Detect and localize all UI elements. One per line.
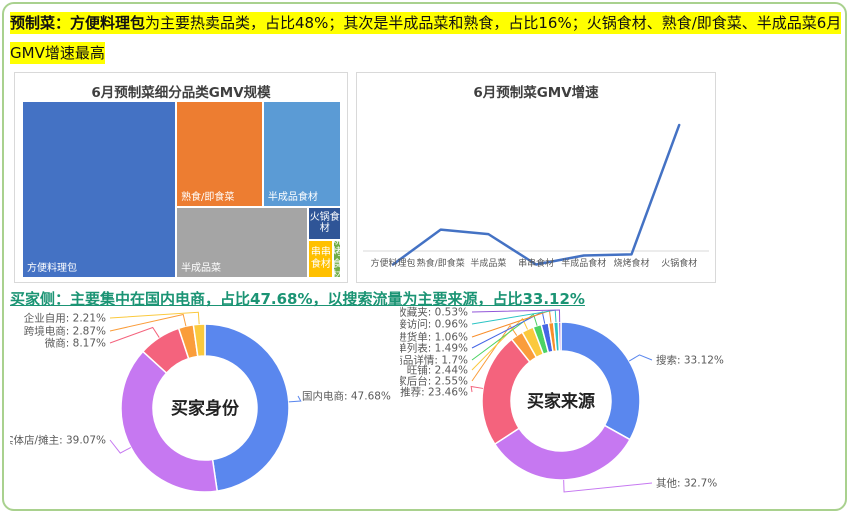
treemap-cell: 半成品食材 bbox=[262, 101, 341, 207]
pie-label: 买家后台: 2.55% bbox=[400, 375, 468, 388]
pie-slice bbox=[204, 323, 290, 492]
treemap-cell: 串串食材 bbox=[308, 239, 334, 278]
donut-chart-buyer-source: 搜索: 33.12% 其他: 32.7% 1688首页推荐: 23.46%买家后台:… bbox=[400, 306, 724, 493]
treemap-cell-label: 熟食/即食菜 bbox=[181, 191, 235, 203]
treemap-cell-label: 串串食材 bbox=[310, 247, 331, 270]
pie-label: 搜索: 33.12% bbox=[656, 354, 724, 367]
pie-label-line bbox=[109, 313, 187, 332]
pie-slice bbox=[481, 338, 531, 446]
pie-slice bbox=[120, 350, 219, 493]
pie-label: 其他: 32.7% bbox=[656, 477, 717, 490]
pie-label-line bbox=[470, 385, 484, 393]
pie-label: 进货单: 1.06% bbox=[400, 331, 468, 344]
treemap-cell: 熟食/即食菜 bbox=[176, 101, 263, 207]
treemap-card: 6月预制菜细分品类GMV规模 方便料理包 熟食/即食菜 半成品食材半成品菜 火锅食材串… bbox=[14, 72, 348, 283]
pie-label: 旺铺: 2.44% bbox=[407, 364, 468, 377]
pie-slice bbox=[493, 424, 631, 481]
pie-label-line bbox=[471, 317, 528, 371]
treemap-cell-label: 半成品菜 bbox=[181, 262, 222, 274]
treemap-cell-label: 方便料理包 bbox=[27, 263, 77, 274]
line-chart-card: 6月预制菜GMV增速 方便料理包 熟食/即食菜 半成品菜 串串食材 半成品食材 烧烤食材火… bbox=[356, 72, 716, 283]
donut-buyer-source-container: 搜索: 33.12% 其他: 32.7% 1688首页推荐: 23.46%买家后台:… bbox=[400, 305, 845, 510]
line-series bbox=[391, 123, 681, 266]
treemap-cell: 烧烤食材 bbox=[333, 239, 341, 278]
pie-label-line bbox=[109, 326, 160, 344]
pie-label: 收藏夹: 0.53% bbox=[400, 306, 468, 319]
top-headline: 预制菜：方便料理包为主要热卖品类，占比48%；其次是半成品菜和熟食，占比16%；… bbox=[10, 8, 842, 68]
treemap-title: 6月预制菜细分品类GMV规模 bbox=[91, 85, 271, 101]
pie-label-line bbox=[471, 324, 518, 382]
pie-label: 跨境电商: 2.87% bbox=[24, 325, 106, 338]
pie-label: 国内电商: 47.68% bbox=[302, 390, 391, 403]
pie-label: 企业自用: 2.21% bbox=[24, 312, 106, 325]
x-axis-tick-label: 熟食/即食菜 bbox=[417, 257, 465, 269]
donut-buyer-identity-container: 国内电商: 47.68% 实体店/摊主: 39.07% 微商: 8.17% 跨境电商:… bbox=[10, 305, 420, 510]
x-axis-tick-label: 烧烤食材 bbox=[613, 257, 649, 269]
pie-label-line bbox=[563, 479, 653, 493]
x-axis-tick-label: 方便料理包 bbox=[370, 257, 415, 269]
line-chart: 方便料理包 熟食/即食菜 半成品菜 串串食材 半成品食材 烧烤食材 火锅食材 bbox=[363, 123, 709, 269]
treemap-cell-label: 烧烤食材 bbox=[334, 241, 340, 277]
pie-label: 直接访问: 0.96% bbox=[400, 318, 468, 331]
buyer-headline: 买家侧：主要集中在国内电商，占比47.68%，以搜索流量为主要来源，占比33.1… bbox=[10, 290, 585, 308]
pie-label-line bbox=[109, 439, 132, 454]
pie-center-label: 买家身份 bbox=[171, 398, 240, 419]
pie-label-line bbox=[109, 311, 200, 325]
pie-label: 订单列表: 1.49% bbox=[400, 342, 468, 355]
donut-chart-buyer-identity: 国内电商: 47.68% 实体店/摊主: 39.07% 微商: 8.17%跨境电商:… bbox=[10, 311, 391, 493]
x-axis-tick-label: 半成品食材 bbox=[561, 257, 606, 269]
pie-label-line bbox=[471, 309, 561, 323]
pie-center-label: 买家来源 bbox=[527, 391, 595, 412]
pie-label-line bbox=[628, 354, 653, 362]
treemap-cell-label: 火锅食材 bbox=[309, 211, 340, 235]
pie-label: 实体店/摊主: 39.07% bbox=[10, 434, 106, 447]
pie-slice bbox=[560, 321, 641, 441]
treemap-cell: 火锅食材 bbox=[308, 206, 341, 240]
line-chart-title: 6月预制菜GMV增速 bbox=[473, 85, 599, 101]
treemap-cell-label: 半成品食材 bbox=[267, 191, 318, 203]
treemap-cell: 方便料理包 bbox=[22, 101, 177, 278]
x-axis-tick-label: 半成品菜 bbox=[470, 257, 506, 269]
treemap-cell: 半成品菜 bbox=[176, 206, 309, 278]
x-axis-tick-label: 火锅食材 bbox=[661, 257, 697, 269]
pie-label: 微商: 8.17% bbox=[45, 337, 106, 350]
headline-prefix: 预制菜：方便料理包 bbox=[10, 12, 146, 34]
x-axis-tick-label: 串串食材 bbox=[518, 257, 554, 269]
pie-label-line bbox=[288, 395, 302, 403]
pie-label: 1688首页推荐: 23.46% bbox=[400, 386, 468, 399]
pie-slice bbox=[557, 321, 562, 352]
pie-label: 商品详情: 1.7% bbox=[400, 354, 468, 367]
pie-slice bbox=[192, 323, 206, 358]
